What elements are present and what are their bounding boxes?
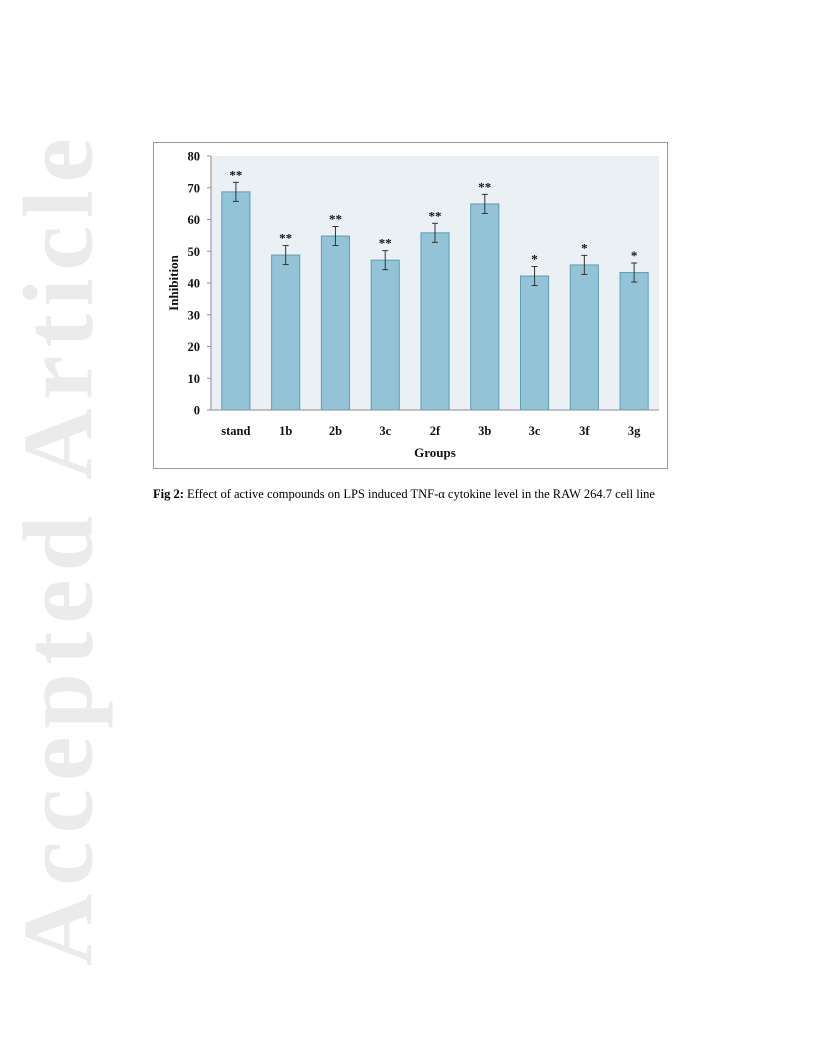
significance-label: *	[531, 251, 538, 266]
bar	[221, 191, 251, 411]
y-tick-label: 60	[188, 213, 201, 227]
x-tick-label: 1b	[279, 424, 292, 438]
bar	[271, 254, 301, 411]
figure-caption: Fig 2: Effect of active compounds on LPS…	[153, 487, 673, 502]
caption-text: Effect of active compounds on LPS induce…	[183, 487, 655, 501]
significance-label: *	[581, 240, 588, 255]
y-tick-label: 50	[188, 245, 201, 259]
significance-label: *	[631, 248, 638, 263]
significance-label: **	[329, 211, 342, 226]
x-tick-label: 3c	[379, 424, 391, 438]
y-tick-label: 20	[188, 340, 201, 354]
y-tick-label: 70	[188, 181, 201, 195]
x-tick-label: 3f	[579, 424, 590, 438]
y-tick-label: 30	[188, 308, 201, 322]
y-tick-label: 10	[188, 372, 201, 386]
y-axis-title: Inhibition	[166, 254, 181, 310]
significance-label: **	[429, 208, 442, 223]
caption-label: Fig 2:	[153, 487, 184, 501]
bar	[519, 275, 550, 411]
bar	[619, 272, 649, 411]
bar	[370, 259, 400, 411]
y-tick-label: 80	[188, 150, 201, 164]
significance-label: **	[379, 236, 392, 251]
x-axis-title: Groups	[414, 445, 456, 460]
y-tick-label: 40	[188, 277, 201, 291]
chart-container: 0 10 20 30 40 50 60 70 80 ** ** ** ** ** ** * * * stand 1…	[153, 142, 668, 469]
y-tick-label: 0	[194, 404, 200, 418]
bar	[470, 203, 500, 411]
bar	[569, 264, 599, 411]
x-tick-label: 2f	[430, 424, 441, 438]
x-tick-label: 3c	[529, 424, 541, 438]
accepted-article-watermark: Accepted Article	[2, 129, 114, 967]
bar	[420, 232, 450, 411]
x-tick-label: 3g	[628, 424, 641, 438]
significance-label: **	[229, 167, 242, 182]
bars: ***************	[221, 167, 649, 411]
x-tick-label: 3b	[478, 424, 491, 438]
x-tick-label: stand	[221, 424, 250, 438]
y-axis-ticks: 0 10 20 30 40 50 60 70 80	[188, 150, 211, 418]
significance-label: **	[279, 231, 292, 246]
x-tick-label: 2b	[329, 424, 342, 438]
significance-label: **	[478, 179, 491, 194]
bar	[320, 235, 351, 411]
x-axis-ticks: stand 1b 2b 3c 2f 3b 3c 3f 3g	[221, 424, 641, 438]
